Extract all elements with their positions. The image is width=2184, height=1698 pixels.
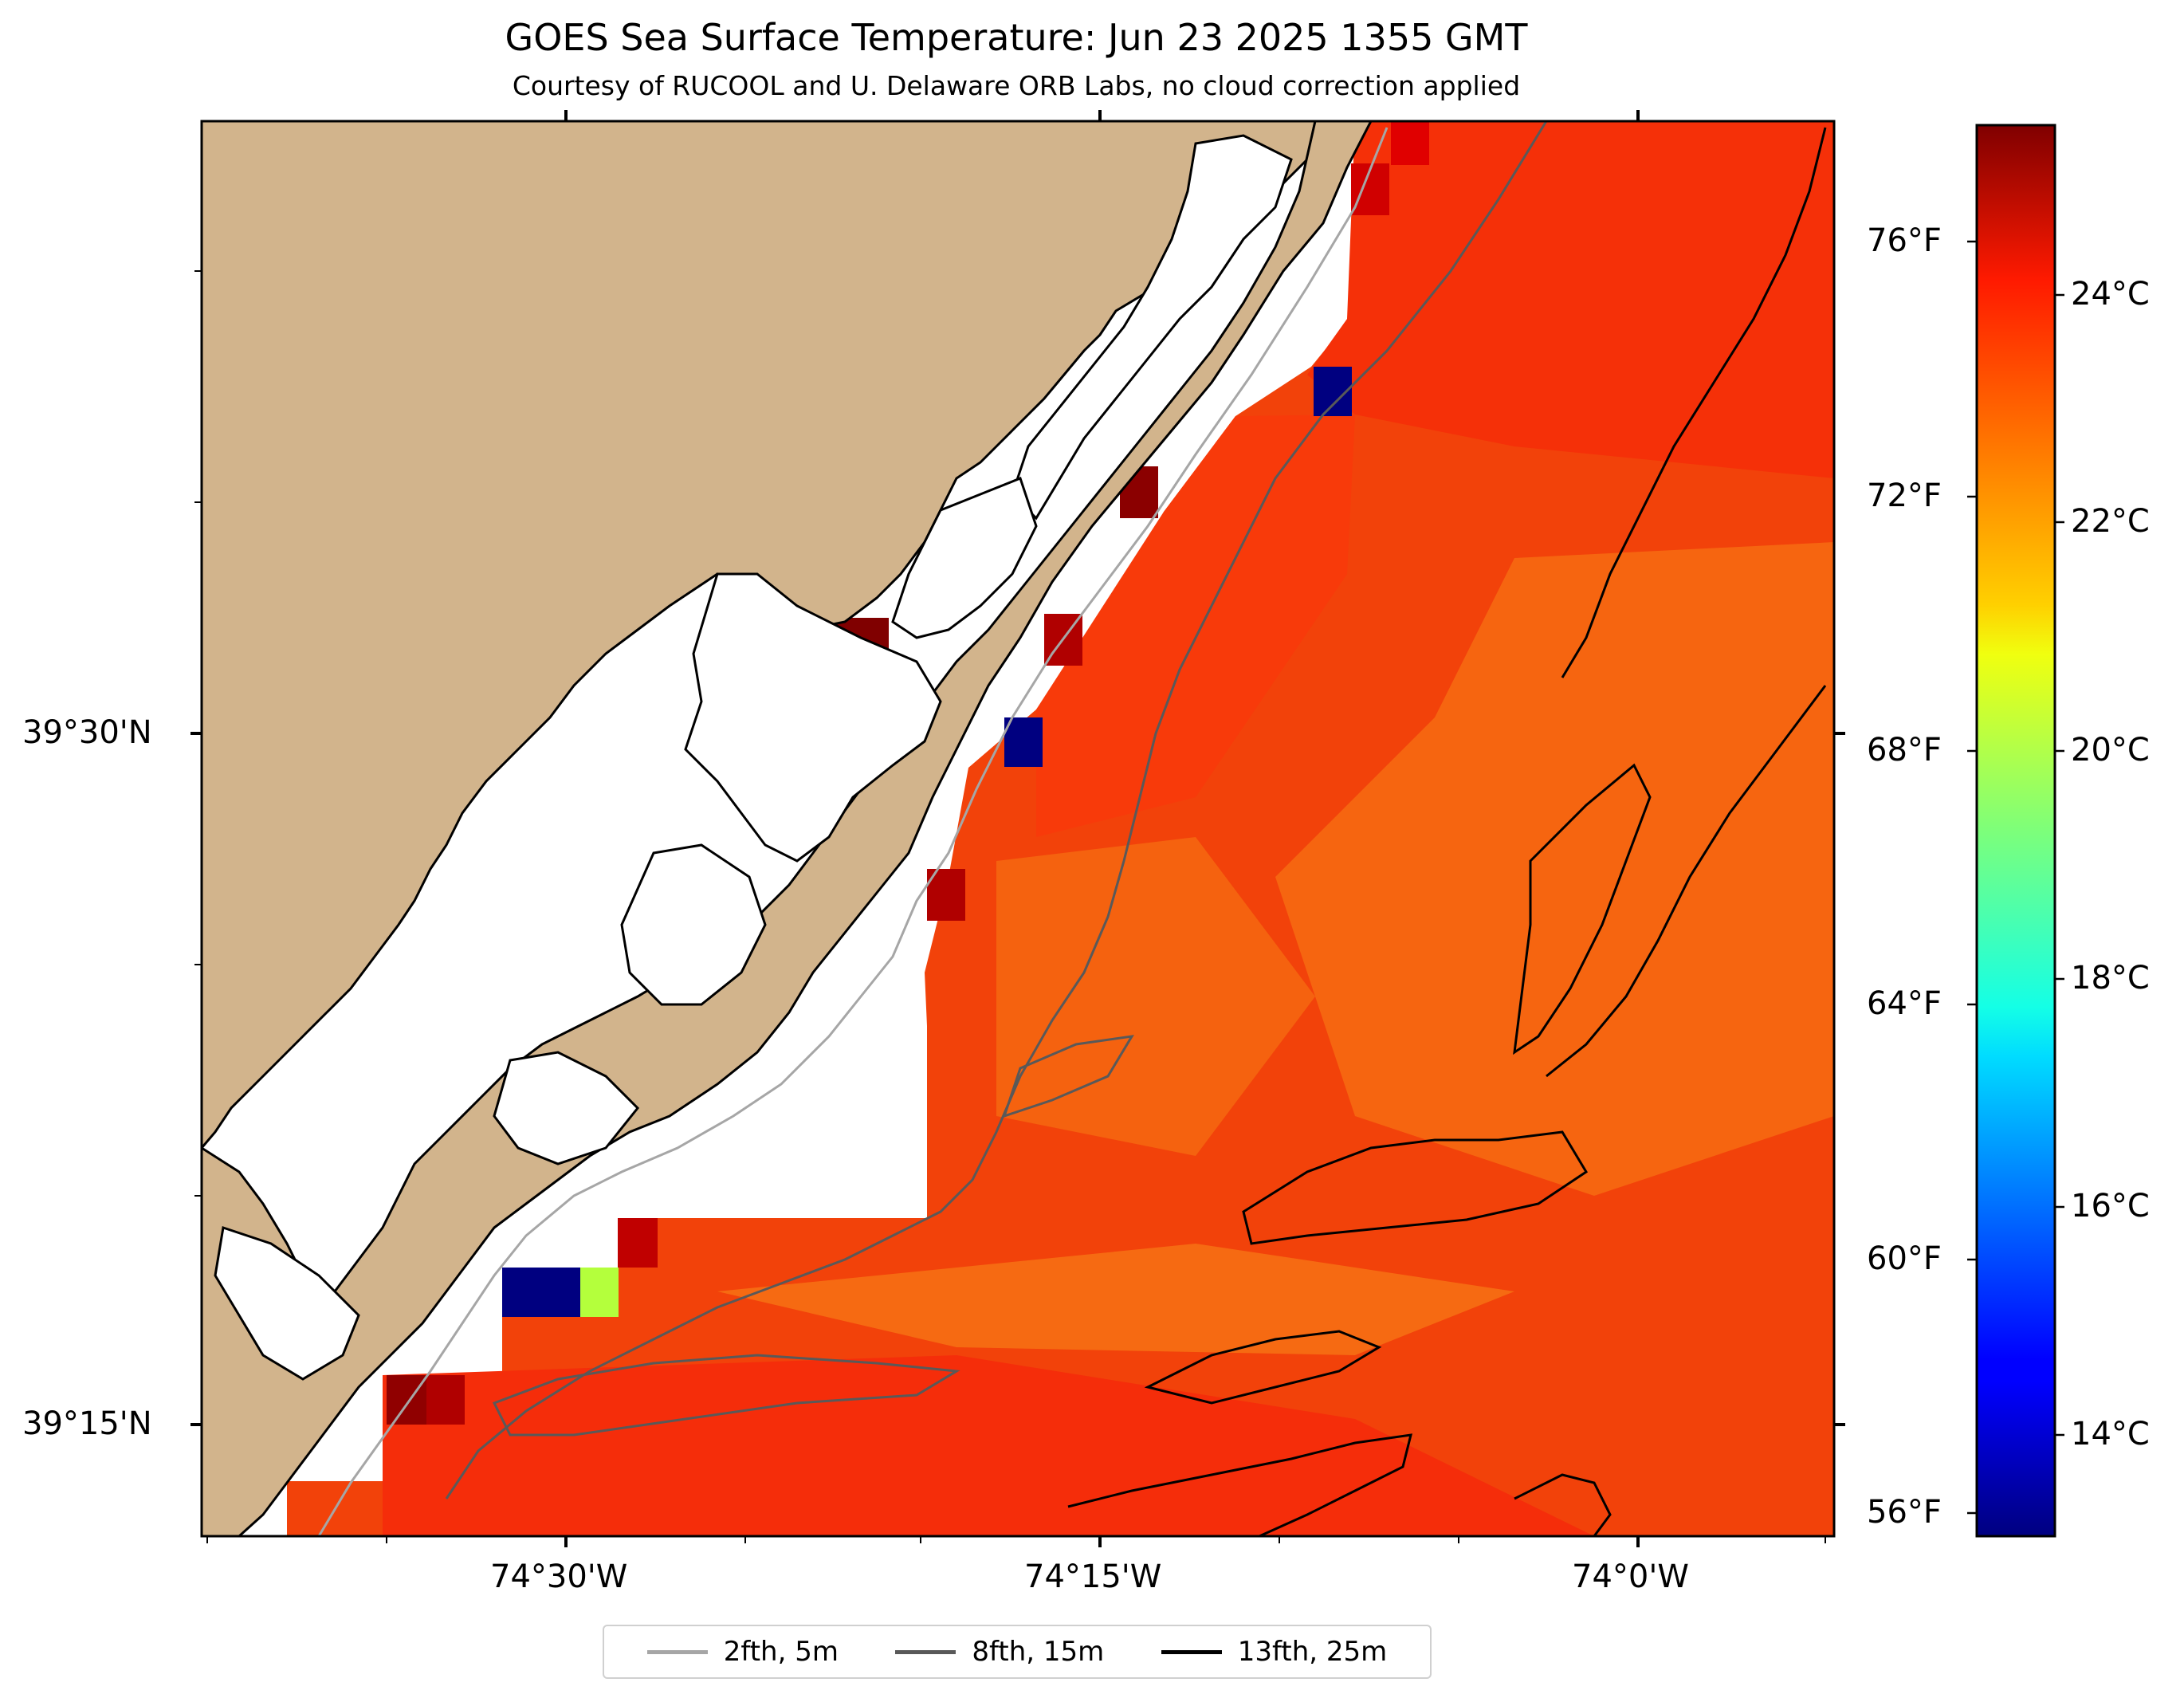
legend-swatch-8fth <box>895 1649 956 1654</box>
sst-pixel-hot <box>1391 121 1429 165</box>
bay-mid <box>891 477 1038 639</box>
legend-item: 2fth, 5m <box>646 1636 839 1668</box>
x-tick-label: 74°0'W <box>1572 1558 1689 1595</box>
sst-field <box>287 121 1834 1536</box>
colorbar-ticks <box>1967 240 2064 1515</box>
sst-pixel-hot <box>618 1218 658 1268</box>
legend-item: 8fth, 15m <box>895 1636 1104 1668</box>
bay-south-3 <box>214 1226 360 1381</box>
y-tick-label: 39°30'N <box>22 714 152 751</box>
colorbar-c-label: 16°C <box>2071 1188 2150 1224</box>
sst-pixel-mid <box>580 1268 619 1317</box>
colorbar <box>1975 124 2056 1538</box>
sst-pixel-hot <box>426 1375 465 1425</box>
colorbar-f-label: 64°F <box>1867 985 1942 1022</box>
legend-label: 8fth, 15m <box>972 1636 1105 1668</box>
isobath-2fth <box>317 127 1389 1536</box>
sst-pixel-cold <box>1004 717 1043 767</box>
isobath-13fth <box>1067 1433 1412 1536</box>
isobath-13fth-loop <box>1242 1130 1589 1245</box>
legend-label: 2fth, 5m <box>723 1636 839 1668</box>
legend-swatch-13fth <box>1161 1649 1222 1654</box>
bay-south-1 <box>620 843 767 1006</box>
x-tick-label: 74°15'W <box>1024 1558 1162 1595</box>
sst-warm-band-south <box>383 1355 1594 1536</box>
sst-cool-patch-2 <box>996 837 1315 1156</box>
legend-label: 13fth, 25m <box>1237 1636 1388 1668</box>
isobath-13fth <box>1561 127 1827 678</box>
map-title: GOES Sea Surface Temperature: Jun 23 202… <box>505 16 1528 59</box>
sst-warm-band-north <box>1307 121 1834 478</box>
isobath-13fth <box>1546 685 1827 1078</box>
colorbar-c-label: 14°C <box>2071 1416 2150 1452</box>
isobath-8fth-patch <box>492 1354 960 1437</box>
bay-south-2 <box>493 1051 640 1165</box>
isobath-13fth-loop <box>1513 763 1652 1055</box>
isobath-legend: 2fth, 5m 8fth, 15m 13fth, 25m <box>603 1625 1432 1679</box>
colorbar-c-label: 24°C <box>2071 276 2150 312</box>
colorbar-f-label: 72°F <box>1867 478 1942 514</box>
colorbar-c-label: 18°C <box>2071 960 2150 996</box>
sst-warm-band-coast <box>1036 415 1355 837</box>
sst-cool-patch-1 <box>1275 542 1834 1196</box>
y-tick-label: 39°15'N <box>22 1405 152 1442</box>
sst-cool-patch-3 <box>717 1244 1514 1355</box>
legend-item: 13fth, 25m <box>1161 1636 1388 1668</box>
isobaths <box>317 121 1827 1536</box>
sst-pixel-cold <box>502 1268 580 1317</box>
bays <box>214 134 1293 1381</box>
colorbar-f-label: 68°F <box>1867 732 1942 768</box>
map-frame <box>200 120 1836 1538</box>
axis-ticks <box>191 110 1845 1547</box>
colorbar-f-label: 76°F <box>1867 222 1942 259</box>
map-subtitle: Courtesy of RUCOOL and U. Delaware ORB L… <box>512 70 1521 101</box>
isobath-13fth-loop <box>1144 1330 1382 1405</box>
x-tick-label: 74°30'W <box>490 1558 628 1595</box>
legend-swatch-2fth <box>646 1649 708 1654</box>
isobath-8fth-patch <box>1002 1035 1134 1118</box>
colorbar-f-label: 56°F <box>1867 1494 1942 1531</box>
isobath-13fth <box>1514 1473 1612 1536</box>
bay-north <box>1011 134 1293 521</box>
bay-inlet <box>684 572 942 863</box>
sst-pixel-hot <box>387 1375 426 1425</box>
colorbar-f-label: 60°F <box>1867 1240 1942 1277</box>
colorbar-c-label: 20°C <box>2071 732 2150 768</box>
isobath-8fth <box>445 121 1548 1500</box>
colorbar-c-label: 22°C <box>2071 503 2150 540</box>
